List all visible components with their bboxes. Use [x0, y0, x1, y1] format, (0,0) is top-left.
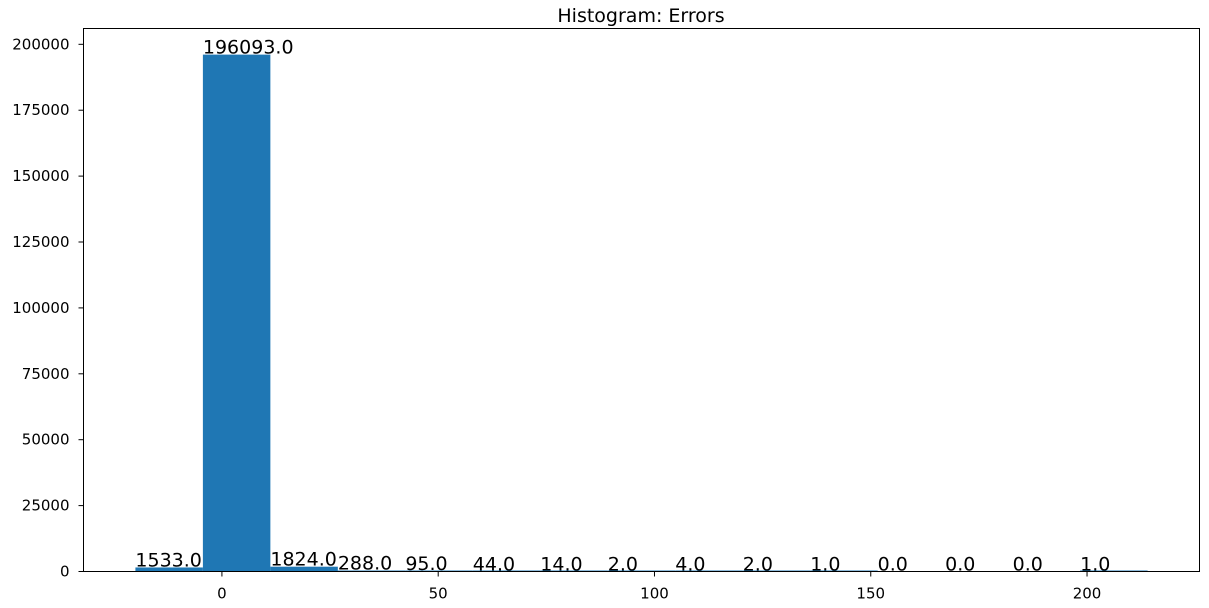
bar-value-label: 2.0 [608, 553, 638, 575]
y-tick-label: 150000 [12, 167, 69, 185]
bars [135, 54, 1148, 572]
y-tick-label: 175000 [12, 101, 69, 119]
y-tick-label: 25000 [22, 497, 70, 515]
bar-value-label: 288.0 [338, 553, 392, 575]
chart-title: Histogram: Errors [557, 5, 724, 27]
x-tick-label: 100 [640, 585, 669, 603]
y-tick-label: 50000 [22, 431, 70, 449]
bar-value-label: 2.0 [743, 553, 773, 575]
axis-ticks: 0 50 100 150 200 0 25000 50000 75000 100000 125000… [12, 35, 1101, 602]
y-tick-label: 200000 [12, 35, 69, 53]
histogram-bar [135, 567, 203, 572]
bar-value-label: 0.0 [945, 554, 975, 576]
bar-value-label: 1.0 [810, 553, 840, 575]
y-tick-label: 75000 [22, 365, 70, 383]
bar-value-label: 0.0 [878, 554, 908, 576]
bar-value-label: 1533.0 [135, 549, 201, 571]
y-tick-label: 0 [60, 563, 70, 581]
x-tick-label: 50 [429, 585, 448, 603]
x-tick-label: 200 [1073, 585, 1102, 603]
x-tick-label: 0 [217, 585, 227, 603]
data-labels: 1533.0 196093.0 1824.0 288.0 95.0 44.0 14.0 2.0… [135, 37, 1110, 576]
y-tick-label: 100000 [12, 299, 69, 317]
x-tick-label: 150 [856, 585, 885, 603]
bar-value-label: 95.0 [405, 553, 447, 575]
bar-value-label: 0.0 [1013, 554, 1043, 576]
bar-value-label: 44.0 [473, 553, 515, 575]
bar-value-label: 14.0 [540, 553, 582, 575]
bar-value-label: 1.0 [1080, 553, 1110, 575]
bar-value-label: 4.0 [675, 553, 705, 575]
bar-value-label: 1824.0 [270, 549, 336, 571]
plot-frame [83, 28, 1200, 572]
histogram-bar [270, 566, 338, 572]
histogram-bar [202, 54, 271, 572]
bar-value-label: 196093.0 [203, 37, 294, 59]
y-tick-label: 125000 [12, 233, 69, 251]
